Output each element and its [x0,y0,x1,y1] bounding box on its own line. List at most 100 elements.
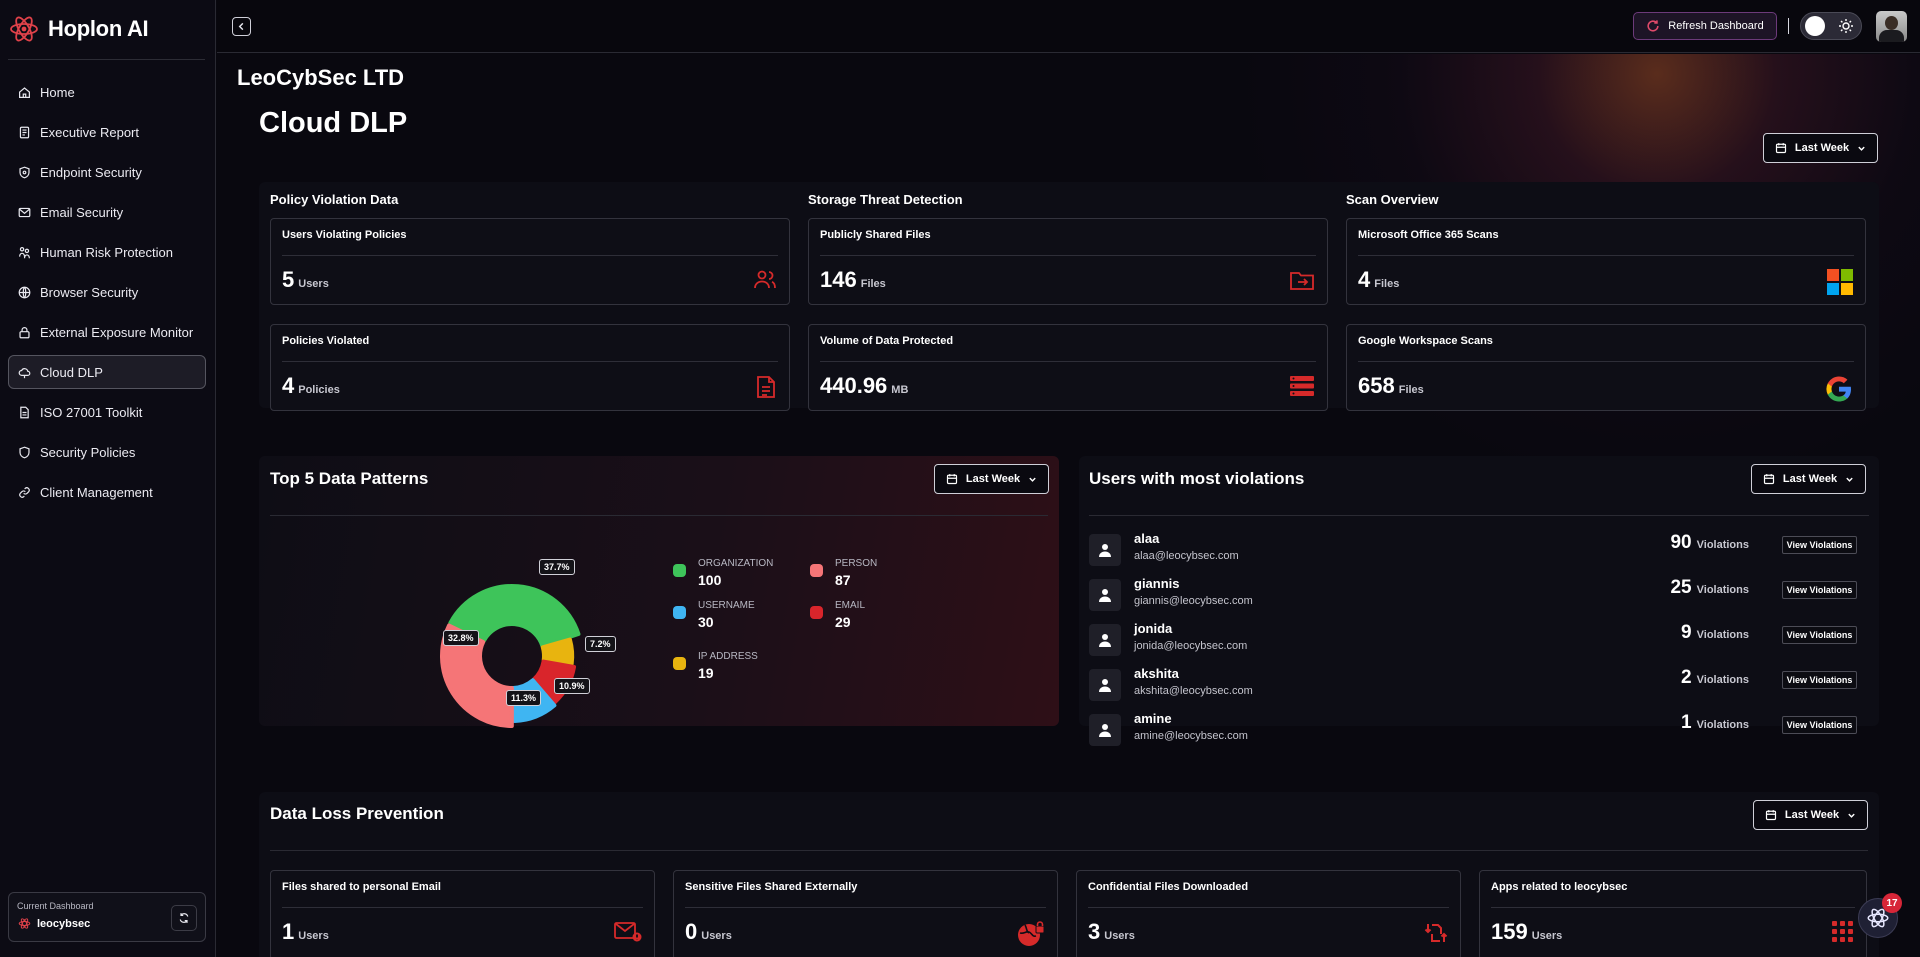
confidential-files-downloaded-card[interactable]: Confidential Files Downloaded 3 Users [1076,870,1461,957]
user-name: amine [1134,711,1172,726]
mail-alert-icon [614,921,642,943]
sidebar-nav: Home Executive Report Endpoint Security … [8,75,206,515]
dlp-period-dropdown[interactable]: Last Week [1753,800,1868,830]
sidebar-item-security-policies[interactable]: Security Policies [8,435,206,469]
microsoft-logo-icon [1827,269,1853,295]
topbar: Refresh Dashboard [217,0,1920,53]
card-number: 1 [282,919,295,944]
sidebar-item-label: Browser Security [40,284,139,300]
legend-item-username: USERNAME 30 [673,600,755,630]
sidebar-item-label: Executive Report [40,124,139,140]
view-violations-button[interactable]: View Violations [1782,716,1857,734]
period-label: Last Week [1794,142,1850,154]
sidebar-item-external-exposure-monitor[interactable]: External Exposure Monitor [8,315,206,349]
period-label: Last Week [1784,809,1840,821]
user-email: amine@leocybsec.com [1134,730,1248,742]
database-icon [1289,375,1315,397]
card-title: Users Violating Policies [282,229,407,241]
office365-scans-card[interactable]: Microsoft Office 365 Scans 4 Files [1346,218,1866,305]
violators-period-dropdown[interactable]: Last Week [1751,464,1866,494]
refresh-dashboard-button[interactable]: Refresh Dashboard [1633,12,1777,40]
view-violations-button[interactable]: View Violations [1782,581,1857,599]
legend-item-ip-address: IP ADDRESS 19 [673,651,758,681]
brand[interactable]: Hoplon AI [8,14,149,44]
google-workspace-scans-card[interactable]: Google Workspace Scans 658 Files [1346,324,1866,411]
violation-number: 90 [1670,532,1692,553]
violation-unit: Violations [1696,629,1749,641]
legend-label: ORGANIZATION [698,558,774,569]
user-avatar[interactable] [1876,11,1907,42]
sidebar-item-label: External Exposure Monitor [40,324,194,340]
period-label: Last Week [1782,473,1838,485]
card-unit: Files [860,278,886,290]
legend-label: USERNAME [698,600,755,611]
percent-label-organization: 37.7% [539,559,575,575]
card-unit: Files [1398,384,1424,396]
divider [270,850,1868,851]
user-row: giannis giannis@leocybsec.com 25 Violatio… [1089,575,1867,615]
users-violating-card[interactable]: Users Violating Policies 5 Users [270,218,790,305]
legend-label: IP ADDRESS [698,651,758,662]
dlp-panel: Data Loss Prevention Last Week Files sha… [259,792,1879,957]
divider [1491,907,1855,908]
page-title: Cloud DLP [259,107,408,139]
sun-icon [1838,18,1854,34]
sidebar-item-iso-27001-toolkit[interactable]: ISO 27001 Toolkit [8,395,206,429]
apps-grid-icon [1832,921,1854,943]
divider [1358,361,1854,362]
refresh-icon [1646,19,1660,33]
card-number: 440.96 [820,373,888,398]
sidebar-item-browser-security[interactable]: Browser Security [8,275,206,309]
sidebar-item-client-management[interactable]: Client Management [8,475,206,509]
legend-value: 87 [835,572,851,588]
user-name: giannis [1134,576,1180,591]
sidebar-item-label: ISO 27001 Toolkit [40,404,143,420]
view-violations-button[interactable]: View Violations [1782,671,1857,689]
legend-text: PERSON 87 [835,558,877,588]
policies-violated-card[interactable]: Policies Violated 4 Policies [270,324,790,411]
sidebar-item-email-security[interactable]: Email Security [8,195,206,229]
period-dropdown[interactable]: Last Week [1763,133,1878,163]
card-title: Policies Violated [282,335,370,347]
user-email: alaa@leocybsec.com [1134,550,1239,562]
refresh-icon [178,912,190,924]
card-value: 146 Files [820,267,886,293]
sidebar-item-executive-report[interactable]: Executive Report [8,115,206,149]
view-violations-button[interactable]: View Violations [1782,626,1857,644]
user-name: akshita [1134,666,1179,681]
collapse-sidebar-button[interactable] [232,17,251,36]
card-unit: Users [701,930,732,942]
files-personal-email-card[interactable]: Files shared to personal Email 1 Users [270,870,655,957]
violation-count: 90 Violations [1670,532,1749,554]
switch-dashboard-button[interactable] [171,905,197,931]
apps-related-card[interactable]: Apps related to leocybsec 159 Users [1479,870,1867,957]
publicly-shared-files-card[interactable]: Publicly Shared Files 146 Files [808,218,1328,305]
violation-number: 2 [1681,667,1692,688]
calendar-icon [1775,142,1787,154]
patterns-period-dropdown[interactable]: Last Week [934,464,1049,494]
user-name: jonida [1134,621,1173,636]
assistant-button[interactable]: 17 [1858,893,1902,938]
sidebar-item-cloud-dlp[interactable]: Cloud DLP [8,355,206,389]
card-unit: Files [1374,278,1400,290]
percent-label-username: 11.3% [506,690,542,706]
card-value: 4 Policies [282,373,340,399]
donut-slice-organization[interactable] [448,584,581,648]
divider [1358,255,1854,256]
sidebar-item-endpoint-security[interactable]: Endpoint Security [8,155,206,189]
volume-data-protected-card[interactable]: Volume of Data Protected 440.96 MB [808,324,1328,411]
theme-toggle[interactable] [1800,12,1862,40]
violation-count: 25 Violations [1670,577,1749,599]
card-number: 3 [1088,919,1101,944]
sensitive-files-external-card[interactable]: Sensitive Files Shared Externally 0 Users [673,870,1058,957]
view-violations-button[interactable]: View Violations [1782,536,1857,554]
chevron-down-icon [1028,475,1037,484]
card-number: 0 [685,919,698,944]
sidebar-item-human-risk-protection[interactable]: Human Risk Protection [8,235,206,269]
sidebar-item-home[interactable]: Home [8,75,206,109]
globe-icon [17,285,31,299]
card-value: 658 Files [1358,373,1424,399]
current-dashboard-name-wrap: leocybsec [18,917,90,930]
legend-text: EMAIL 29 [835,600,865,630]
card-value: 5 Users [282,267,329,293]
